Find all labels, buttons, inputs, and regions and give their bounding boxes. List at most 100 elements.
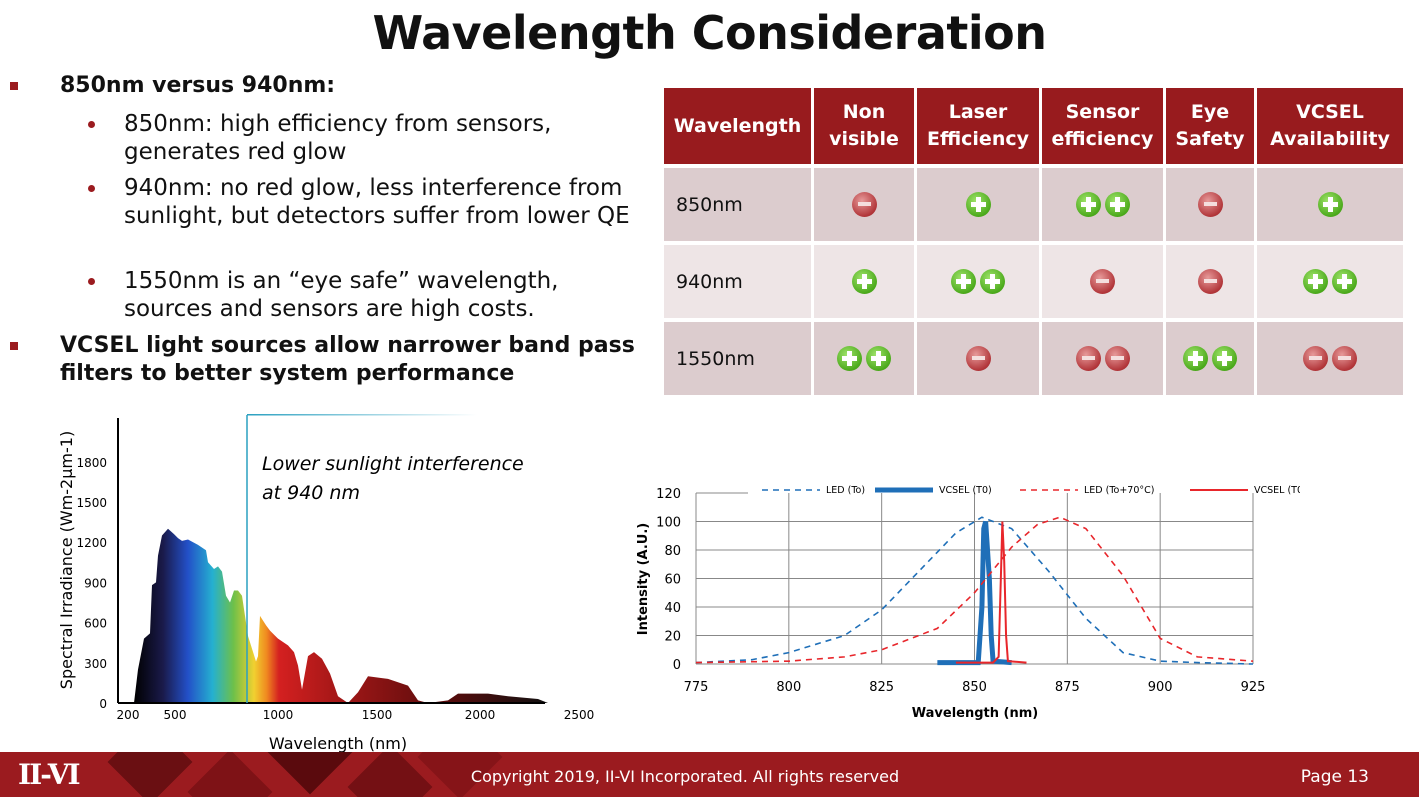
y-tick-label: 900 (84, 576, 107, 590)
y-tick-label: 300 (84, 657, 107, 671)
table-row: 850nm (664, 164, 1403, 241)
plus-icon (951, 269, 976, 294)
x-tick-label: 875 (1055, 680, 1080, 695)
series-line (937, 520, 1012, 666)
x-tick-label: 500 (164, 708, 187, 722)
y-tick-label: 20 (664, 630, 681, 645)
x-tick-label: 1500 (362, 708, 393, 722)
minus-icon (1197, 269, 1223, 294)
y-axis-label: Intensity (A.U.) (636, 523, 651, 635)
rating-cell (917, 318, 1039, 395)
plus-icon (1332, 269, 1357, 294)
minus-icon (851, 192, 877, 217)
plus-icon (1212, 346, 1237, 371)
y-axis-label: Spectral Irradiance (Wm-2µm-1) (57, 431, 76, 689)
minus-icon (1197, 192, 1223, 217)
minus-icon (1075, 346, 1101, 371)
x-tick-label: 900 (1148, 680, 1173, 695)
x-tick-label: 200 (117, 708, 140, 722)
table-row: 940nm (664, 241, 1403, 318)
rating-cell (1042, 318, 1163, 395)
legend-label: VCSEL (T0+70°C) (1254, 485, 1300, 496)
y-tick-label: 120 (656, 487, 681, 502)
plus-icon (980, 269, 1005, 294)
square-bullet-icon (10, 82, 18, 90)
annotation: Lower sunlight interference (262, 453, 524, 475)
y-tick-label: 0 (673, 658, 681, 673)
footer: II-VI Copyright 2019, II-VI Incorporated… (0, 752, 1419, 797)
spectrum-area (134, 528, 548, 703)
page-number: Page 13 (1300, 767, 1369, 787)
minus-icon (1104, 346, 1130, 371)
rating-cell (1257, 241, 1403, 318)
plus-icon (1104, 192, 1130, 217)
rating-cell (1042, 164, 1163, 241)
sub-bullet: 1550nm is an “eye safe” wavelength, sour… (124, 268, 559, 322)
dot-bullet-icon (88, 185, 95, 192)
col-header: Wavelength (664, 88, 811, 164)
y-tick-label: 80 (664, 544, 681, 559)
x-tick-label: 775 (684, 680, 709, 695)
rating-cell (917, 241, 1039, 318)
y-tick-label: 600 (84, 617, 107, 631)
x-tick-label: 800 (776, 680, 801, 695)
plus-icon (851, 269, 877, 294)
emission-spectrum-chart: 775 800 825 850 875 900 925 0 20 40 60 80 100 120 LED … (636, 485, 1300, 721)
rating-cell (1166, 241, 1254, 318)
legend-label: LED (To+70°C) (1084, 485, 1154, 496)
y-tick-label: 1500 (76, 496, 107, 510)
plus-icon (1303, 269, 1328, 294)
col-header: Eye Safety (1166, 88, 1254, 164)
sub-bullet: 850nm: high efficiency from sensors, gen… (124, 111, 552, 165)
rating-cell (1166, 318, 1254, 395)
y-tick-label: 1800 (76, 456, 107, 470)
dot-bullet-icon (88, 121, 95, 128)
col-header: Sensor efficiency (1042, 88, 1163, 164)
copyright: Copyright 2019, II-VI Incorporated. All … (470, 767, 900, 786)
row-label: 1550nm (664, 318, 811, 395)
table-row: 1550nm (664, 318, 1403, 395)
col-header: VCSEL Availability (1257, 88, 1403, 164)
rating-cell (1166, 164, 1254, 241)
slide-title: Wavelength Consideration (372, 6, 1047, 60)
rating-cell (814, 241, 914, 318)
series-line (695, 516, 1254, 665)
plus-icon (1317, 192, 1343, 217)
rating-cell (1257, 318, 1403, 395)
x-tick-label: 2500 (564, 708, 595, 722)
row-label: 850nm (664, 164, 811, 241)
x-tick-label: 850 (962, 680, 987, 695)
minus-icon (1303, 346, 1328, 371)
y-tick-label: 1200 (76, 536, 107, 550)
y-tick-label: 100 (656, 516, 681, 531)
plus-icon (1183, 346, 1208, 371)
y-tick-label: 40 (664, 601, 681, 616)
x-axis-label: Wavelength (nm) (269, 734, 407, 753)
rating-cell (1042, 241, 1163, 318)
y-tick-label: 60 (664, 573, 681, 588)
annotation: at 940 nm (262, 482, 360, 504)
bullet-heading: 850nm versus 940nm: (60, 73, 336, 98)
series-line (955, 521, 1027, 664)
row-label: 940nm (664, 241, 811, 318)
square-bullet-icon (10, 342, 18, 350)
minus-icon (1332, 346, 1357, 371)
rating-cell (814, 164, 914, 241)
x-tick-label: 1000 (263, 708, 294, 722)
x-tick-label: 825 (869, 680, 894, 695)
comparison-table: Wavelength Non visible Laser Efficiency … (661, 88, 1406, 395)
legend-label: VCSEL (T0) (939, 485, 992, 496)
col-header: Laser Efficiency (917, 88, 1039, 164)
company-logo: II-VI (18, 758, 81, 791)
marker-line (247, 414, 477, 416)
y-tick-label: 0 (99, 697, 107, 711)
x-tick-label: 2000 (465, 708, 496, 722)
solar-spectrum-chart: 200 500 1000 1500 2000 2500 0 300 600 900 1200 1500… (57, 414, 595, 753)
series-line (695, 516, 1254, 664)
minus-icon (965, 346, 991, 371)
rating-cell (814, 318, 914, 395)
plus-icon (1075, 192, 1101, 217)
dot-bullet-icon (88, 278, 95, 285)
minus-icon (1090, 269, 1115, 294)
rating-cell (917, 164, 1039, 241)
